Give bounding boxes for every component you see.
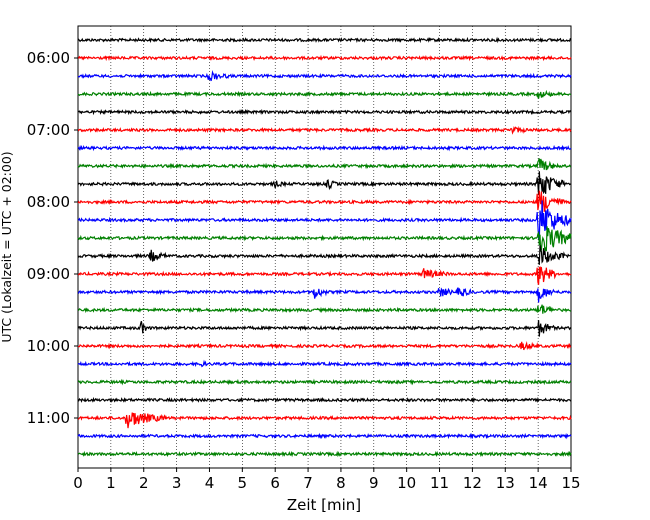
x-tick-label: 6 [270, 474, 280, 492]
trace-line [77, 359, 572, 368]
trace-line [77, 287, 572, 303]
trace-line [77, 69, 572, 82]
x-tick-label: 10 [397, 474, 416, 492]
trace-line [77, 341, 572, 351]
traces-layer [77, 36, 572, 458]
trace-line [77, 89, 572, 99]
trace-line [77, 200, 572, 241]
x-axis-label: Zeit [min] [287, 496, 361, 514]
trace-line [77, 266, 572, 285]
trace-line [77, 108, 572, 116]
y-axis: 06:00 07:00 08:00 09:00 10:00 11:00 [27, 49, 78, 427]
y-tick-label: 08:00 [27, 193, 70, 211]
trace-line [77, 245, 572, 265]
trace-line [77, 450, 572, 458]
trace-line [77, 36, 572, 44]
trace-line [77, 144, 572, 152]
x-tick-label: 12 [463, 474, 482, 492]
trace-line [77, 396, 572, 404]
y-tick-label: 10:00 [27, 337, 70, 355]
x-tick-label: 14 [529, 474, 548, 492]
x-tick-label: 1 [106, 474, 116, 492]
x-tick-label: 4 [205, 474, 215, 492]
x-axis: 0 1 2 3 4 5 6 7 8 9 10 11 12 13 14 15 [73, 468, 581, 492]
trace-line [77, 378, 572, 386]
y-tick-label: 11:00 [27, 409, 70, 427]
x-tick-label: 11 [430, 474, 449, 492]
trace-line [77, 412, 572, 429]
x-tick-label: 5 [238, 474, 248, 492]
x-tick-label: 15 [561, 474, 580, 492]
trace-line [77, 158, 572, 171]
y-tick-label: 07:00 [27, 121, 70, 139]
plot-frame [77, 25, 572, 469]
x-tick-label: 7 [303, 474, 313, 492]
y-tick-label: 09:00 [27, 265, 70, 283]
x-tick-label: 2 [139, 474, 149, 492]
trace-line [77, 125, 572, 135]
trace-line [77, 190, 572, 213]
trace-line [77, 226, 572, 252]
trace-line [77, 171, 572, 195]
trace-line [77, 432, 572, 440]
trace-line [77, 320, 572, 337]
trace-line [78, 304, 572, 314]
y-axis-label: UTC (Lokalzeit = UTC + 02:00) [0, 151, 14, 342]
trace-line [77, 54, 572, 62]
x-tick-label: 3 [172, 474, 182, 492]
y-tick-label: 06:00 [27, 49, 70, 67]
x-tick-label: 8 [336, 474, 346, 492]
x-tick-label: 9 [369, 474, 379, 492]
x-tick-label: 13 [496, 474, 515, 492]
x-tick-label: 0 [73, 474, 83, 492]
